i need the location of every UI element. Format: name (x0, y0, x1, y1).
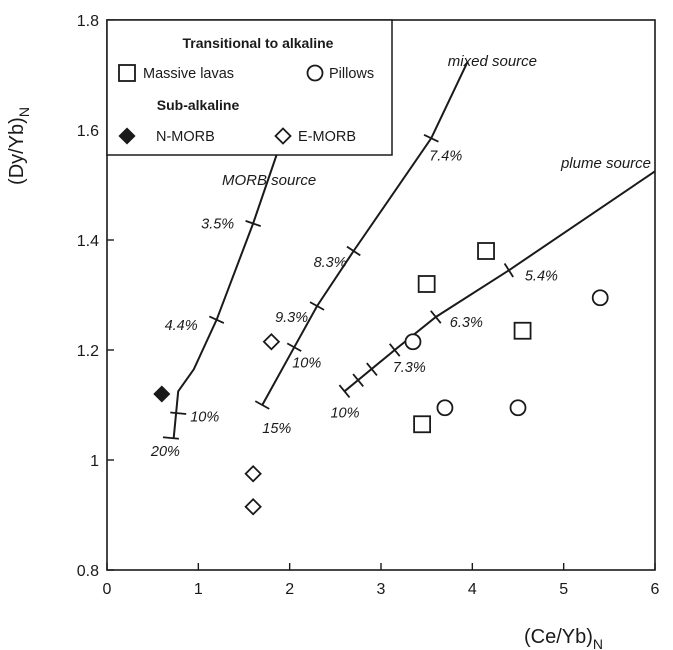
data-point-open-square (417, 275, 436, 293)
data-point-filled-diamond (153, 385, 171, 403)
data-point-open-square (477, 242, 495, 260)
y-tick-label: 1.4 (77, 233, 99, 250)
legend-entry-label: Pillows (329, 66, 374, 82)
melting-percent-label: 10% (292, 355, 321, 371)
y-tick-label: 1 (90, 453, 99, 470)
legend-marker (118, 127, 136, 145)
melting-curves: 20% 10% 4.4% 3.5% MORB source 15% 10% 9.3% 8.3% 7… (150, 53, 656, 460)
x-axis-title: (Ce/Yb)N (524, 626, 603, 650)
data-point-open-square (513, 321, 532, 340)
x-axis: 0 1 2 3 4 5 6 (103, 563, 660, 598)
data-point-open-diamond (244, 464, 262, 483)
y-tick-label: 1.6 (77, 123, 99, 140)
legend-marker (306, 64, 324, 82)
melting-percent-label: 7.4% (429, 148, 462, 164)
legend: Transitional to alkaline Sub-alkaline Mass… (106, 19, 393, 156)
data-points (153, 242, 609, 516)
legend-entry-label: E-MORB (298, 129, 356, 145)
y-axis-title: (Dy/Yb)N (6, 107, 32, 185)
legend-group-title: Transitional to alkaline (183, 35, 334, 51)
melting-curve-tick (162, 436, 179, 440)
melting-curve-tick (254, 400, 270, 410)
melting-percent-label: 7.3% (393, 360, 426, 376)
melting-percent-label: 3.5% (201, 217, 234, 233)
data-point-open-diamond (262, 332, 281, 351)
curve-label: mixed source (448, 53, 537, 70)
melting-percent-label: 5.4% (525, 268, 558, 284)
melting-percent-label: 8.3% (314, 255, 347, 271)
melting-curve-tick (352, 373, 364, 388)
melting-curve-tick (286, 342, 302, 352)
melting-percent-label: 10% (190, 409, 219, 425)
melting-curve-tick (346, 245, 361, 257)
melting-percent-label: 20% (150, 444, 180, 460)
melting-percent-label: 9.3% (275, 310, 308, 326)
melting-percent-label: 6.3% (450, 315, 483, 331)
x-tick-label: 1 (194, 581, 203, 598)
melting-curve-line (172, 129, 287, 439)
melting-curve-tick (503, 263, 514, 278)
curve-label: plume source (560, 155, 651, 172)
melting-curve-line (261, 60, 469, 406)
melting-curve-tick (423, 134, 439, 143)
melting-curve-tick (338, 384, 351, 399)
melting-curve-tick (388, 343, 401, 357)
melting-curve-line (343, 170, 656, 393)
melting-percent-label: 4.4% (165, 318, 198, 334)
curve-label: MORB source (222, 172, 316, 189)
data-point-open-circle (509, 399, 527, 417)
x-tick-label: 2 (285, 581, 294, 598)
melting-curve-tick (309, 301, 325, 311)
x-tick-label: 0 (103, 581, 112, 598)
x-tick-label: 4 (468, 581, 477, 598)
legend-marker (274, 127, 292, 145)
melting-percent-label: 10% (330, 405, 359, 421)
melting-percent-label: 15% (262, 421, 291, 437)
melting-curve-tick (170, 411, 187, 415)
melting-curve-tick (208, 315, 225, 324)
x-tick-label: 3 (377, 581, 386, 598)
legend-marker (118, 64, 136, 82)
melting-curve-tick (245, 220, 261, 227)
legend-entry-label: Massive lavas (143, 66, 234, 82)
data-point-open-circle (591, 289, 609, 307)
data-point-open-diamond (244, 497, 262, 516)
y-axis: 0.8 1 1.2 1.4 1.6 1.8 (77, 13, 114, 580)
y-tick-label: 1.8 (77, 13, 99, 30)
y-tick-label: 0.8 (77, 563, 99, 580)
melting-curve-tick (366, 362, 378, 377)
data-point-open-circle (436, 399, 454, 417)
legend-box (106, 19, 393, 156)
melting-curve-tick (430, 310, 442, 324)
x-tick-label: 5 (559, 581, 568, 598)
x-tick-label: 6 (651, 581, 660, 598)
y-tick-label: 1.2 (77, 343, 99, 360)
data-point-open-circle (404, 333, 422, 351)
data-point-open-square (413, 415, 432, 434)
legend-group-title: Sub-alkaline (157, 97, 240, 113)
legend-entry-label: N-MORB (156, 129, 215, 145)
